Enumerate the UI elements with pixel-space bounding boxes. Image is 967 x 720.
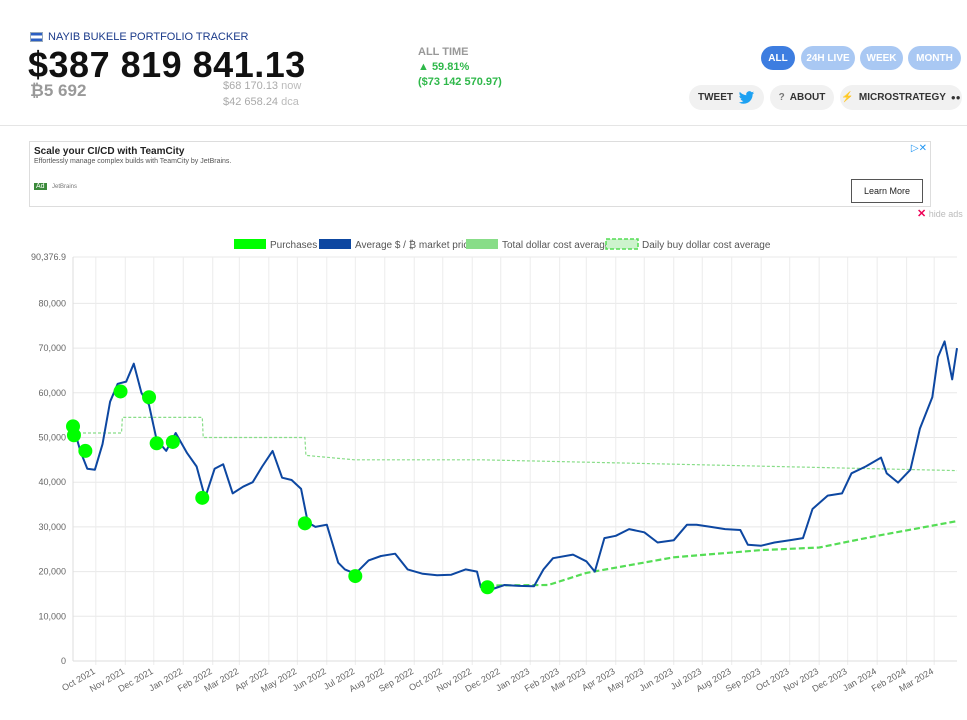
tweet-label: TWEET [698,92,733,103]
ad-sponsor: JetBrains [52,184,78,190]
legend-total-dca-swatch [466,239,498,249]
el-salvador-flag-icon [30,32,43,42]
y-tick-label: 80,000 [38,298,66,308]
range-week-button[interactable]: WEEK [860,46,903,70]
now-price: $68 170.13 now [223,80,301,92]
microstrategy-label: MICROSTRATEGY [858,92,946,103]
tweet-button[interactable]: TWEET [689,85,764,110]
microstrategy-button[interactable]: ⚡ MICROSTRATEGY ●● [840,85,962,110]
range-24h-button[interactable]: 24H LIVE [801,46,855,70]
purchase-point [142,390,157,405]
ad-banner[interactable]: Scale your CI/CD with TeamCity Effortles… [29,141,931,207]
purchase-point [78,443,93,458]
hide-ads-label: hide ads [928,209,963,219]
y-tick-label: 90,376.9 [31,252,66,262]
legend-daily-dca-label: Daily buy dollar cost average [642,240,771,251]
about-label: ABOUT [789,92,826,103]
x-tick-label: Jun 2023 [638,666,675,693]
price-chart: 0 10,000 20,000 30,000 40,000 50,000 60,000 70,… [31,238,958,694]
legend-total-dca-label: Total dollar cost average [502,240,611,251]
purchase-point [66,428,81,443]
twitter-icon [738,90,755,104]
legend-daily-dca-swatch [605,238,639,250]
portfolio-value: $387 819 841.13 [28,44,306,85]
header: NAYIB BUKELE PORTFOLIO TRACKER $387 819 … [0,0,967,126]
legend-purchases-label: Purchases [270,240,317,251]
question-icon: ? [778,92,785,103]
brand-label: NAYIB BUKELE PORTFOLIO TRACKER [48,31,249,43]
legend-price-swatch [319,239,351,249]
now-price-value: $68 170.13 [223,80,279,92]
dca-price: $42 658.24 dca [223,96,299,108]
legend-purchases-swatch [234,239,266,249]
purchase-point [165,434,180,449]
range-all-button[interactable]: ALL [761,46,795,70]
about-button[interactable]: ? ABOUT [770,85,834,110]
purchase-point [348,569,363,584]
y-tick-label: 70,000 [38,343,66,353]
purchase-point [195,490,210,505]
ad-badge: Ad [34,183,47,190]
bolt-icon: ⚡ [841,92,854,103]
dca-price-label: dca [281,96,299,108]
alltime-label: ALL TIME [418,46,469,58]
legend-price-label: Average $ / ₿ market price [355,239,474,251]
y-tick-label: 0 [61,656,66,666]
series-price-line [72,340,958,591]
series-total-dca-line [73,416,958,472]
y-tick-label: 10,000 [38,611,66,621]
purchase-point [297,516,312,531]
y-tick-label: 30,000 [38,522,66,532]
purchase-point [480,580,495,595]
y-tick-label: 40,000 [38,477,66,487]
eyes-icon: ●● [950,93,961,102]
ad-subtitle: Effortlessly manage complex builds with … [34,158,232,165]
purchase-point [149,436,164,451]
y-tick-label: 20,000 [38,567,66,577]
y-tick-label: 50,000 [38,432,66,442]
brand[interactable]: NAYIB BUKELE PORTFOLIO TRACKER [30,31,249,43]
ad-title[interactable]: Scale your CI/CD with TeamCity [34,146,185,157]
dca-price-value: $42 658.24 [223,96,279,108]
ad-learn-more-button[interactable]: Learn More [851,179,923,203]
now-price-label: now [281,80,302,92]
btc-amount: ₿5 692 [30,81,87,100]
hide-ads-link[interactable]: ✕ hide ads [917,207,963,220]
x-tick-label: Jun 2022 [291,666,328,693]
ad-choices-icon[interactable]: ▷✕ [910,143,927,154]
close-icon: ✕ [917,208,927,220]
purchase-point [113,384,128,399]
y-tick-label: 60,000 [38,388,66,398]
alltime-gain: ($73 142 570.97) [418,76,502,88]
alltime-percent: ▲ 59.81% [418,61,470,73]
range-month-button[interactable]: MONTH [908,46,961,70]
series-daily-dca-line [487,520,958,587]
